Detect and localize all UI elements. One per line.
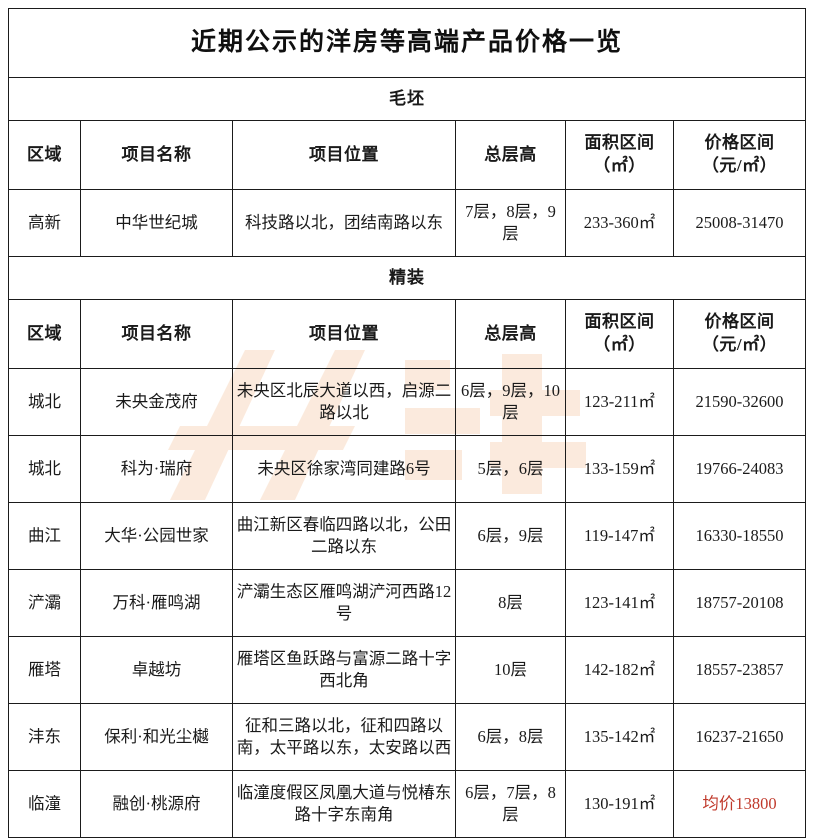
cell-price: 18557-23857 bbox=[672, 636, 807, 704]
header-name: 项目名称 bbox=[80, 120, 233, 190]
cell-area: 123-211㎡ bbox=[565, 368, 674, 436]
table-row[interactable]: 城北 未央金茂府 未央区北辰大道以西，启源二路以北 6层，9层，10层 123-… bbox=[8, 368, 807, 436]
section-band-row-maopi: 毛坯 bbox=[7, 77, 807, 121]
cell-area: 142-182㎡ bbox=[565, 636, 674, 704]
cell-floors: 7层，8层，9层 bbox=[455, 189, 566, 257]
cell-area: 135-142㎡ bbox=[565, 703, 674, 771]
cell-price: 16330-18550 bbox=[672, 502, 807, 570]
header-area: 面积区间 （㎡） bbox=[565, 299, 674, 369]
cell-floors: 6层，9层，10层 bbox=[455, 368, 566, 436]
column-header-row-jingzhuang: 区域 项目名称 项目位置 总层高 面积区间 （㎡） 价格区间 （元/㎡） bbox=[8, 299, 807, 369]
cell-location: 征和三路以北，征和四路以南，太平路以东，太安路以西 bbox=[232, 703, 456, 771]
cell-project-name: 保利·和光尘樾 bbox=[80, 703, 233, 771]
cell-location: 曲江新区春临四路以北，公田二路以东 bbox=[232, 502, 456, 570]
table-row[interactable]: 沣东 保利·和光尘樾 征和三路以北，征和四路以南，太平路以东，太安路以西 6层，… bbox=[8, 703, 807, 771]
cell-floors: 6层，8层 bbox=[455, 703, 566, 771]
cell-area: 130-191㎡ bbox=[565, 770, 674, 838]
header-area: 面积区间 （㎡） bbox=[565, 120, 674, 190]
cell-region: 浐灞 bbox=[8, 569, 81, 637]
header-location: 项目位置 bbox=[232, 120, 456, 190]
cell-location: 未央区徐家湾同建路6号 bbox=[232, 435, 456, 503]
cell-price: 21590-32600 bbox=[672, 368, 807, 436]
header-location: 项目位置 bbox=[232, 299, 456, 369]
header-price: 价格区间 （元/㎡） bbox=[672, 120, 807, 190]
cell-region: 沣东 bbox=[8, 703, 81, 771]
cell-project-name: 中华世纪城 bbox=[80, 189, 233, 257]
cell-project-name: 未央金茂府 bbox=[80, 368, 233, 436]
cell-location: 浐灞生态区雁鸣湖浐河西路12号 bbox=[232, 569, 456, 637]
cell-region: 曲江 bbox=[8, 502, 81, 570]
header-area-line2: （㎡） bbox=[593, 156, 646, 175]
header-floors: 总层高 bbox=[455, 120, 566, 190]
header-price-line1: 价格区间 bbox=[704, 312, 775, 332]
cell-location: 未央区北辰大道以西，启源二路以北 bbox=[232, 368, 456, 436]
cell-project-name: 融创·桃源府 bbox=[80, 770, 233, 838]
cell-area: 123-141㎡ bbox=[565, 569, 674, 637]
cell-area: 119-147㎡ bbox=[565, 502, 674, 570]
cell-location: 临潼度假区凤凰大道与悦椿东路十字东南角 bbox=[232, 770, 456, 838]
cell-area: 133-159㎡ bbox=[565, 435, 674, 503]
header-area-line1: 面积区间 bbox=[584, 312, 655, 332]
table-title-row: 近期公示的洋房等高端产品价格一览 bbox=[7, 8, 807, 78]
header-price-line2: （元/㎡） bbox=[701, 156, 778, 175]
header-area-line1: 面积区间 bbox=[584, 133, 655, 153]
cell-floors: 10层 bbox=[455, 636, 566, 704]
cell-location: 科技路以北，团结南路以东 bbox=[232, 189, 456, 257]
header-area-line2: （㎡） bbox=[593, 335, 646, 354]
cell-project-name: 万科·雁鸣湖 bbox=[80, 569, 233, 637]
page-title: 近期公示的洋房等高端产品价格一览 bbox=[7, 8, 807, 78]
table-row[interactable]: 临潼 融创·桃源府 临潼度假区凤凰大道与悦椿东路十字东南角 6层，7层，8层 1… bbox=[8, 770, 807, 838]
header-price-line1: 价格区间 bbox=[704, 133, 775, 153]
header-floors: 总层高 bbox=[455, 299, 566, 369]
cell-region: 城北 bbox=[8, 435, 81, 503]
cell-floors: 6层，7层，8层 bbox=[455, 770, 566, 838]
header-region: 区域 bbox=[8, 299, 81, 369]
cell-price: 25008-31470 bbox=[672, 189, 807, 257]
cell-project-name: 科为·瑞府 bbox=[80, 435, 233, 503]
header-name: 项目名称 bbox=[80, 299, 233, 369]
cell-price: 16237-21650 bbox=[672, 703, 807, 771]
cell-region: 高新 bbox=[8, 189, 81, 257]
table-row[interactable]: 城北 科为·瑞府 未央区徐家湾同建路6号 5层，6层 133-159㎡ 1976… bbox=[8, 435, 807, 503]
cell-region: 雁塔 bbox=[8, 636, 81, 704]
cell-price: 均价13800 bbox=[672, 770, 807, 838]
cell-area: 233-360㎡ bbox=[565, 189, 674, 257]
cell-price: 18757-20108 bbox=[672, 569, 807, 637]
section-band-row-jingzhuang: 精装 bbox=[7, 256, 807, 300]
cell-floors: 5层，6层 bbox=[455, 435, 566, 503]
cell-project-name: 卓越坊 bbox=[80, 636, 233, 704]
table-row[interactable]: 高新 中华世纪城 科技路以北，团结南路以东 7层，8层，9层 233-360㎡ … bbox=[8, 189, 807, 257]
cell-region: 城北 bbox=[8, 368, 81, 436]
table-row[interactable]: 曲江 大华·公园世家 曲江新区春临四路以北，公田二路以东 6层，9层 119-1… bbox=[8, 502, 807, 570]
header-price-line2: （元/㎡） bbox=[701, 335, 778, 354]
cell-location: 雁塔区鱼跃路与富源二路十字西北角 bbox=[232, 636, 456, 704]
cell-region: 临潼 bbox=[8, 770, 81, 838]
section-band-label-jingzhuang: 精装 bbox=[7, 256, 807, 300]
price-table: 近期公示的洋房等高端产品价格一览 毛坯 区域 项目名称 项目位置 总层高 面积区… bbox=[7, 8, 807, 838]
header-region: 区域 bbox=[8, 120, 81, 190]
table-row[interactable]: 浐灞 万科·雁鸣湖 浐灞生态区雁鸣湖浐河西路12号 8层 123-141㎡ 18… bbox=[8, 569, 807, 637]
table-row[interactable]: 雁塔 卓越坊 雁塔区鱼跃路与富源二路十字西北角 10层 142-182㎡ 185… bbox=[8, 636, 807, 704]
cell-project-name: 大华·公园世家 bbox=[80, 502, 233, 570]
section-band-label-maopi: 毛坯 bbox=[7, 77, 807, 121]
cell-floors: 6层，9层 bbox=[455, 502, 566, 570]
price-table-container: 近期公示的洋房等高端产品价格一览 毛坯 区域 项目名称 项目位置 总层高 面积区… bbox=[7, 8, 807, 838]
cell-price: 19766-24083 bbox=[672, 435, 807, 503]
header-price: 价格区间 （元/㎡） bbox=[672, 299, 807, 369]
column-header-row-maopi: 区域 项目名称 项目位置 总层高 面积区间 （㎡） 价格区间 （元/㎡） bbox=[8, 120, 807, 190]
cell-floors: 8层 bbox=[455, 569, 566, 637]
